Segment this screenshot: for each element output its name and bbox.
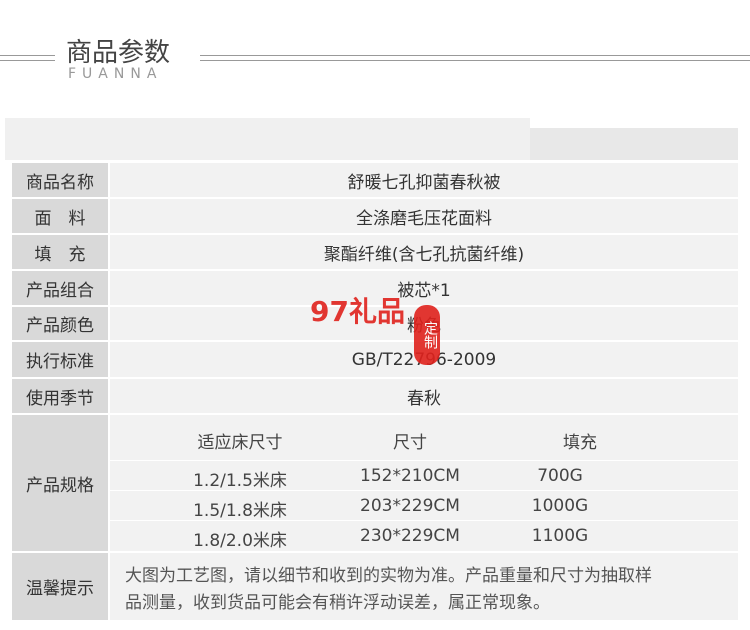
rule [0,55,55,56]
rule [200,55,750,56]
value: 全涤磨毛压花面料 [110,199,738,233]
rule [200,60,750,61]
spec-cell: 230*229CM [360,526,460,546]
notice-line: 品测量，收到货品可能会有稍许浮动误差，属正常现象。 [125,593,550,613]
notice-cell: 大图为工艺图，请以细节和收到的实物为准。产品重量和尺寸为抽取样 品测量，收到货品… [110,553,738,620]
spec-rule [110,490,738,491]
band [530,128,738,160]
spec-cell: 1.8/2.0米床 [193,531,287,551]
spec-cell [110,415,738,551]
spec-cell: 1100G [531,526,589,546]
spec-cell: 152*210CM [360,466,460,486]
value: 舒暖七孔抑菌春秋被 [110,163,738,197]
value: 春秋 [110,379,738,413]
spec-cell: 700G [537,466,583,486]
label: 填 充 [12,235,108,269]
title: 商品参数 [66,38,171,68]
spec-header: 适应床尺寸 [197,433,283,453]
watermark: 97礼品 [310,295,405,328]
spec-header: 填充 [563,433,597,453]
spec-header: 尺寸 [393,433,427,453]
notice-line: 大图为工艺图，请以细节和收到的实物为准。产品重量和尺寸为抽取样 [125,566,652,586]
spec-rule [110,520,738,521]
label: 产品组合 [12,271,108,305]
label: 产品颜色 [12,307,108,340]
label: 温馨提示 [12,553,108,620]
band [5,118,530,160]
subtitle: FUANNA [68,66,163,82]
label: 面 料 [12,199,108,233]
spec-cell: 1.2/1.5米床 [193,471,287,491]
spec-cell: 1.5/1.8米床 [193,501,287,521]
spec-cell: 1000G [531,496,589,516]
rule [0,60,55,61]
label: 使用季节 [12,379,108,413]
watermark-seal: 定制 [414,305,440,365]
label: 执行标准 [12,342,108,377]
spec-cell: 203*229CM [360,496,460,516]
spec-rule [110,460,738,461]
label: 产品规格 [12,415,108,551]
value: 被芯*1 [110,271,738,305]
label: 商品名称 [12,163,108,197]
value: 聚酯纤维(含七孔抗菌纤维) [110,235,738,269]
